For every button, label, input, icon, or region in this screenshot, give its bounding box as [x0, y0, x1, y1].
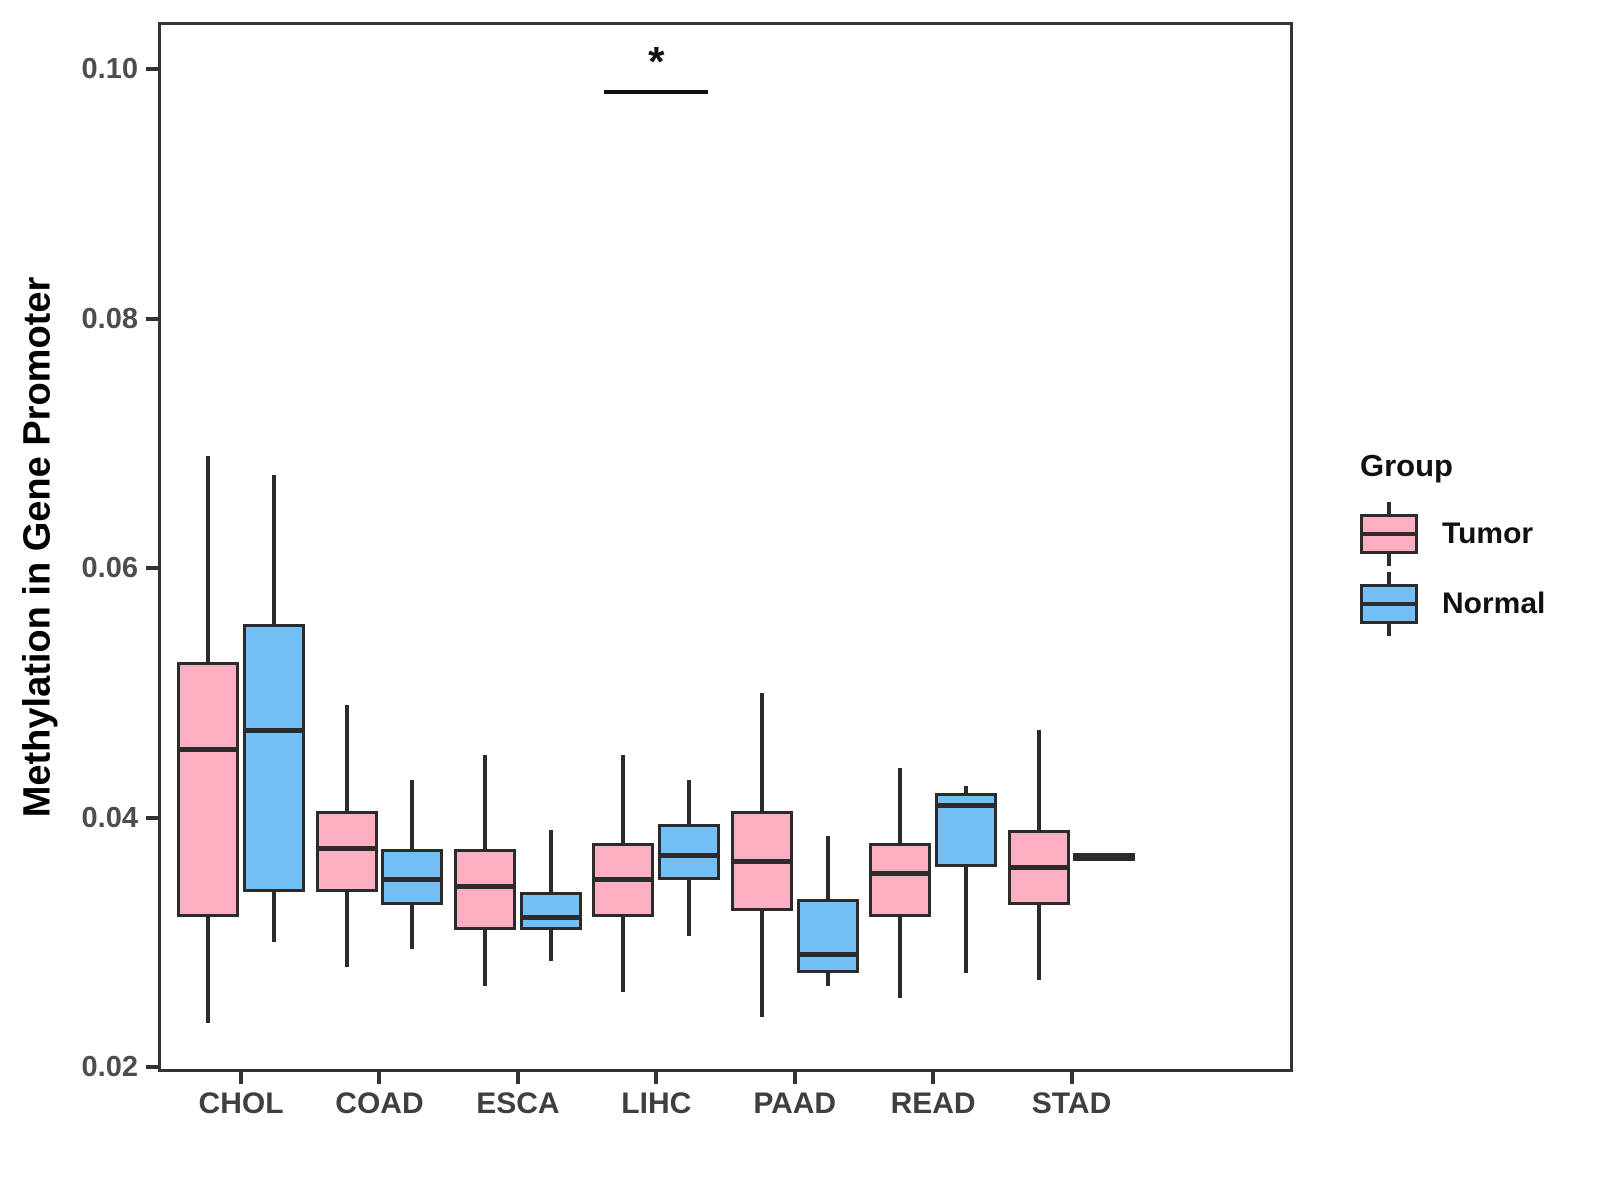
x-tick-mark: [792, 1072, 797, 1084]
x-tick-label: STAD: [1031, 1087, 1112, 1120]
x-tick-label: PAAD: [753, 1087, 837, 1120]
key-median: [1363, 532, 1415, 536]
median-line: [796, 952, 859, 958]
median-line: [1073, 852, 1136, 858]
legend: Group Tumor Normal: [1360, 448, 1600, 642]
median-line: [1007, 864, 1070, 870]
boxplot-box-normal-lihc: [658, 823, 721, 880]
y-tick-mark: [146, 1065, 158, 1069]
median-line: [592, 877, 655, 883]
median-line: [315, 846, 378, 852]
significance-bar: [604, 89, 709, 94]
legend-title: Group: [1360, 448, 1453, 483]
legend-item-tumor: Tumor: [1360, 502, 1600, 566]
y-tick-mark: [146, 316, 158, 321]
x-tick-label: ESCA: [476, 1087, 560, 1120]
y-tick-mark: [146, 566, 158, 571]
median-line: [242, 727, 305, 733]
x-tick-mark: [654, 1072, 659, 1084]
legend-label-tumor: Tumor: [1442, 517, 1534, 550]
boxplot-box-normal-paad: [796, 898, 859, 974]
legend-item-normal: Normal: [1360, 572, 1600, 636]
boxplot-box-tumor-esca: [454, 848, 516, 930]
whisker-line: [963, 786, 968, 974]
key-median: [1363, 602, 1415, 606]
y-tick-label: 0.04: [81, 801, 138, 834]
x-tick-mark: [377, 1072, 382, 1084]
boxplot-key-icon: [1360, 502, 1418, 566]
median-line: [454, 883, 516, 889]
median-line: [177, 746, 240, 752]
y-tick-label: 0.08: [81, 302, 138, 335]
x-tick-label: COAD: [335, 1087, 424, 1120]
median-line: [869, 871, 932, 877]
x-tick-mark: [931, 1072, 936, 1084]
median-line: [519, 914, 582, 920]
median-line: [934, 802, 997, 808]
x-tick-mark: [239, 1072, 244, 1084]
boxplot-box-normal-chol: [242, 624, 305, 893]
boxplot-box-tumor-chol: [177, 661, 240, 918]
y-tick-mark: [146, 67, 158, 72]
boxplot-box-normal-coad: [381, 848, 444, 905]
y-tick-mark: [146, 815, 158, 820]
x-tick-label: LIHC: [621, 1087, 692, 1120]
boxplot-box-normal-esca: [519, 892, 582, 930]
significance-star: *: [648, 37, 665, 85]
x-tick-mark: [1069, 1072, 1074, 1084]
median-line: [658, 852, 721, 858]
median-line: [381, 877, 444, 883]
legend-label-normal: Normal: [1442, 587, 1546, 620]
x-tick-label: CHOL: [198, 1087, 284, 1120]
y-tick-label: 0.06: [81, 552, 138, 585]
boxplot-box-tumor-coad: [315, 811, 378, 893]
plot-panel: [158, 22, 1293, 1072]
boxplot-box-tumor-read: [869, 842, 932, 918]
x-tick-label: READ: [890, 1087, 976, 1120]
median-line: [730, 858, 793, 864]
boxplot-key-icon: [1360, 572, 1418, 636]
y-axis-title: Methylation in Gene Promoter: [16, 276, 59, 818]
x-tick-mark: [515, 1072, 520, 1084]
y-tick-label: 0.02: [81, 1051, 138, 1083]
y-tick-label: 0.10: [81, 53, 138, 86]
